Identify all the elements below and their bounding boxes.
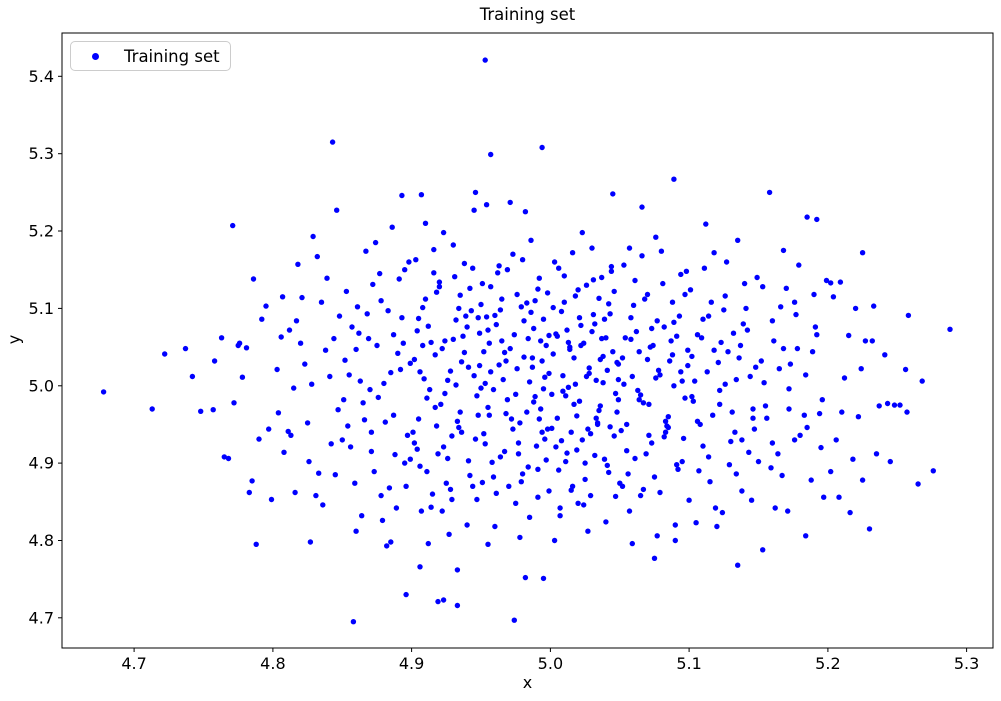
svg-text:4.7: 4.7 [121,654,146,673]
svg-text:5.3: 5.3 [29,144,54,163]
svg-text:4.7: 4.7 [29,608,54,627]
svg-text:5.1: 5.1 [29,299,54,318]
svg-text:4.9: 4.9 [29,454,54,473]
svg-text:5.0: 5.0 [29,376,54,395]
y-axis-label: y [4,334,24,345]
svg-text:4.9: 4.9 [399,654,424,673]
legend-handle [78,52,112,60]
svg-text:5.4: 5.4 [29,67,54,86]
axis-ticks: 4.7 4.8 4.9 5.0 5.1 5.2 5.3 4.7 4.8 4.9 5.0 5.1 5.2 5… [29,67,980,673]
svg-text:4.8: 4.8 [29,531,54,550]
legend-label: Training set [124,46,220,66]
svg-text:5.1: 5.1 [676,654,701,673]
svg-text:5.0: 5.0 [538,654,563,673]
svg-text:4.8: 4.8 [260,654,285,673]
svg-text:5.2: 5.2 [29,222,54,241]
svg-text:5.3: 5.3 [954,654,979,673]
legend-marker-dot-icon [91,52,99,60]
x-axis-label: x [522,673,533,692]
chart-title: Training set [479,5,576,24]
svg-text:5.2: 5.2 [815,654,840,673]
legend-box: Training set [70,41,231,71]
plot-border [61,32,994,649]
scatter-points [100,57,953,625]
